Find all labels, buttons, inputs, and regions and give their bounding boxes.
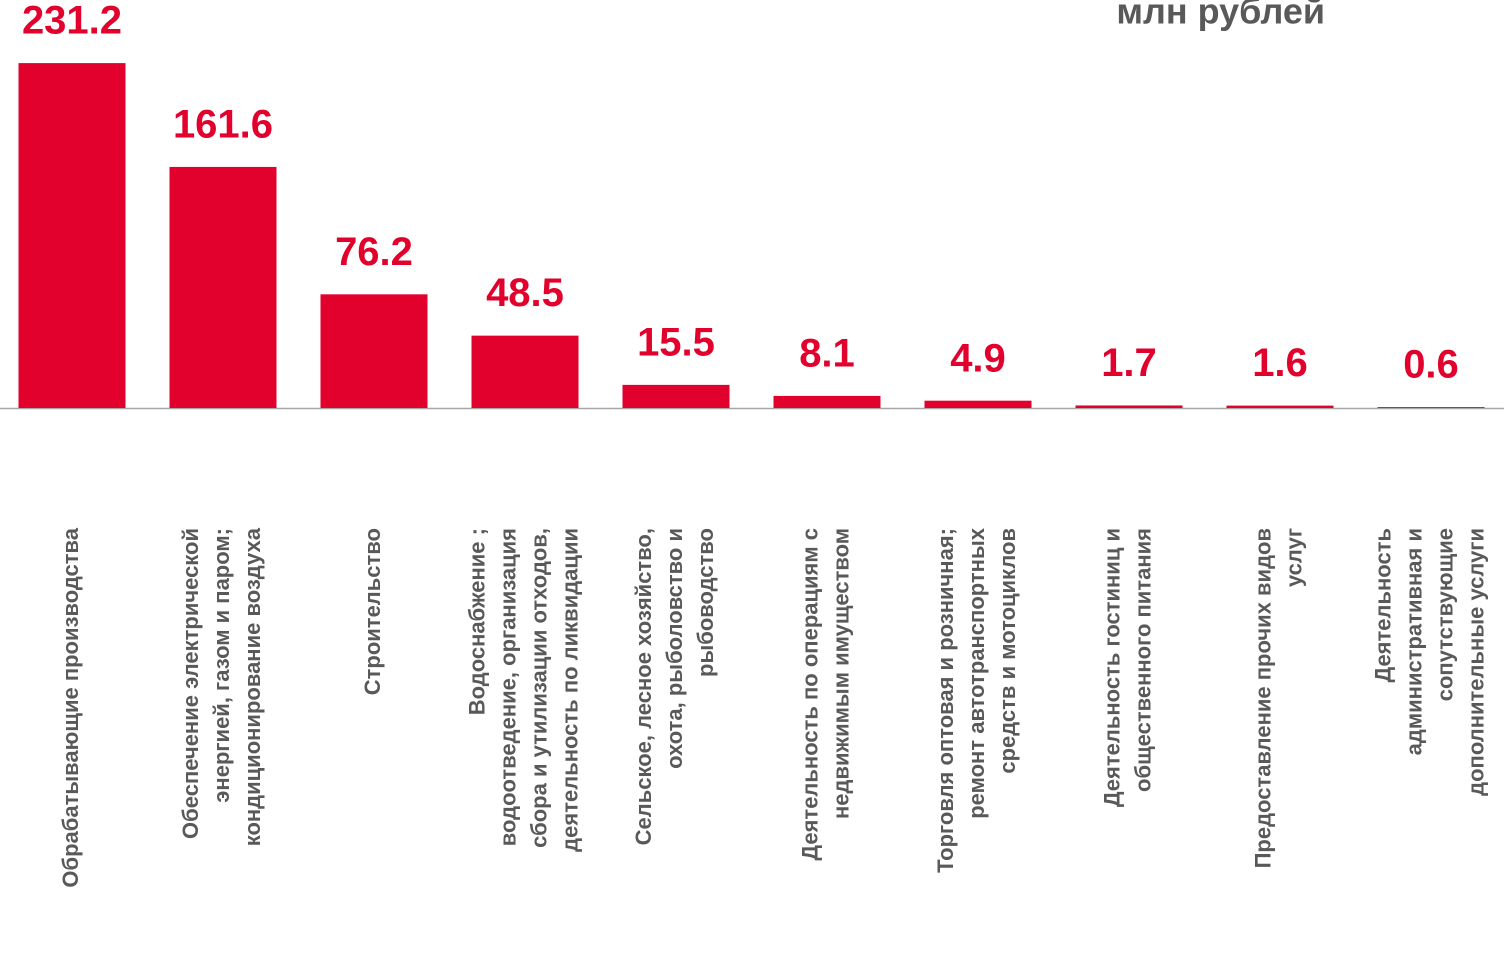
value-label: 161.6 [173, 102, 273, 146]
value-label: 231.2 [22, 0, 122, 43]
label-line: Деятельность по операциям с [797, 528, 822, 861]
label-line: Обеспечение электрической [178, 528, 203, 839]
bar [773, 395, 881, 408]
x-tick-label: Предоставление прочих видов услуг [1250, 528, 1306, 868]
label-line: Строительство [360, 528, 385, 695]
label-line: услуг [1281, 528, 1306, 587]
label-line: Деятельность гостиниц и [1099, 528, 1124, 807]
label-line: водоотведение, организация [495, 528, 520, 846]
label-line: сопутствующие [1432, 528, 1457, 701]
value-label: 48.5 [486, 271, 564, 315]
label-line: Сельское, лесное хозяйство, [631, 528, 656, 845]
value-label: 0.6 [1403, 343, 1459, 387]
label-line: Торговля оптовая и розничная; [933, 528, 958, 873]
label-line: недвижимым имуществом [828, 528, 853, 819]
x-tick-label: Строительство [360, 528, 385, 695]
label-line: общественного питания [1130, 528, 1155, 792]
bar [1226, 405, 1334, 408]
label-line: кондиционирование воздуха [240, 527, 265, 846]
x-tick-label: Деятельность административная и сопутствую… [1370, 528, 1488, 796]
value-label: 1.7 [1101, 341, 1157, 385]
label-line: рыбоводство [693, 528, 718, 677]
label-line: деятельность по ликвидации [557, 528, 582, 852]
x-tick-label: Сельское, лесное хозяйство, охота, рыболо… [631, 528, 718, 845]
bar [1377, 407, 1485, 408]
label-line: энергией, газом и паром; [209, 528, 234, 803]
label-line: сбора и утилизации отходов, [526, 528, 551, 848]
bar [1075, 405, 1183, 408]
label-line: средств и мотоциклов [995, 528, 1020, 774]
value-label: 15.5 [637, 320, 715, 364]
label-line: охота, рыболовство и [662, 528, 687, 769]
label-line: Водоснабжение ; [464, 528, 489, 715]
label-line: ремонт автотранспортных [964, 527, 989, 819]
value-label: 76.2 [335, 230, 413, 274]
x-tick-label: Обрабатывающие производства [58, 527, 83, 887]
label-line: Обрабатывающие производства [58, 527, 83, 887]
bar [169, 166, 277, 408]
bar [320, 294, 428, 408]
x-tick-label: Водоснабжение ; водоотведение, организаци… [464, 528, 582, 852]
x-tick-label: Деятельность по операциям с недвижимым им… [797, 528, 853, 861]
value-label: 4.9 [950, 336, 1006, 380]
bar [471, 335, 579, 408]
x-tick-label: Торговля оптовая и розничная; ремонт авто… [933, 527, 1020, 873]
x-tick-label: Деятельность гостиниц и общественного пит… [1099, 528, 1155, 807]
bar [18, 63, 126, 408]
label-line: административная и [1401, 528, 1426, 755]
x-tick-label: Обеспечение электрической энергией, газом… [178, 527, 265, 846]
bar [622, 384, 730, 408]
label-line: Предоставление прочих видов [1250, 528, 1275, 868]
value-label: 1.6 [1252, 341, 1308, 385]
label-line: дополнительные услуги [1463, 528, 1488, 796]
bar [924, 400, 1032, 408]
unit-label: млн рублей [1116, 0, 1325, 32]
label-line: Деятельность [1370, 528, 1395, 683]
value-label: 8.1 [799, 331, 855, 375]
